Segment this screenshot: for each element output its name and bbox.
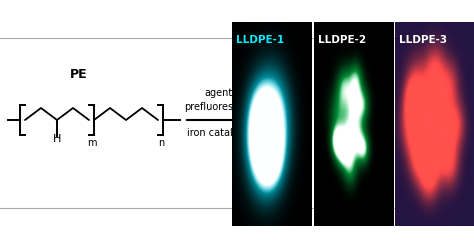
Text: n: n xyxy=(158,138,164,148)
Text: LLDPE-3: LLDPE-3 xyxy=(399,34,447,45)
Text: LLDPE-1: LLDPE-1 xyxy=(236,34,284,45)
Text: PE: PE xyxy=(70,68,88,81)
Text: LLDPE-2: LLDPE-2 xyxy=(318,34,366,45)
Text: iron catalysis: iron catalysis xyxy=(187,128,251,138)
Text: H: H xyxy=(53,134,61,144)
Text: m: m xyxy=(87,138,97,148)
Text: agent: agent xyxy=(205,88,233,98)
Text: prefluorescent: prefluorescent xyxy=(184,102,255,112)
